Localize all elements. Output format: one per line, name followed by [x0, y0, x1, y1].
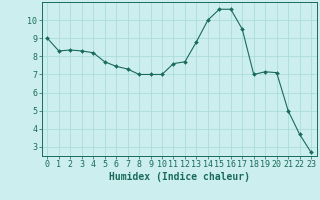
X-axis label: Humidex (Indice chaleur): Humidex (Indice chaleur)	[109, 172, 250, 182]
